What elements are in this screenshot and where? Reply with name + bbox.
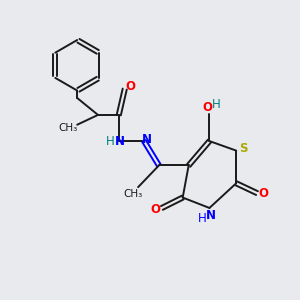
Text: O: O (202, 101, 212, 114)
Text: N: N (141, 134, 152, 146)
Text: O: O (150, 203, 160, 216)
Text: CH₃: CH₃ (123, 189, 142, 199)
Text: N: N (115, 135, 125, 148)
Text: H: H (198, 212, 207, 226)
Text: H: H (106, 135, 115, 148)
Text: N: N (206, 209, 216, 222)
Text: S: S (239, 142, 248, 155)
Text: CH₃: CH₃ (58, 123, 78, 133)
Text: O: O (258, 187, 268, 200)
Text: O: O (125, 80, 135, 93)
Text: H: H (212, 98, 220, 111)
